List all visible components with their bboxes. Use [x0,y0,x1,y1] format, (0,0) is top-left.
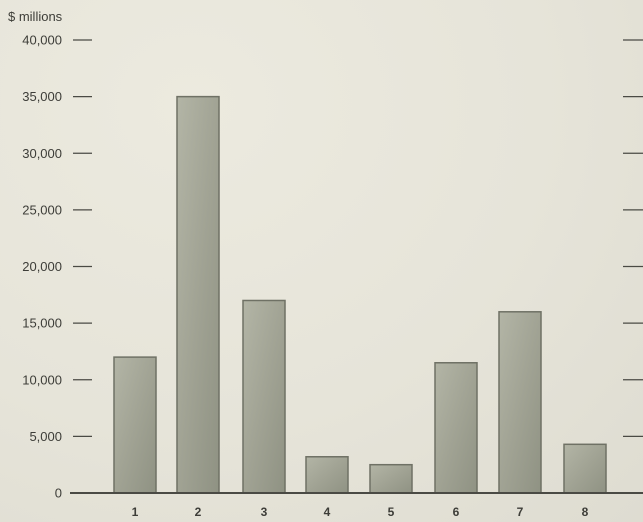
y-tick-label: 25,000 [22,202,62,217]
y-axis-unit-label: $ millions [8,9,63,24]
bar-3 [242,299,286,494]
right-y-axis-ticks [623,39,643,438]
y-tick-label: 5,000 [29,429,62,444]
y-tick-label: 40,000 [22,33,62,48]
x-tick-label: 8 [582,505,589,519]
bar-4 [305,456,349,494]
x-tick-label: 6 [453,505,460,519]
x-tick-label: 3 [261,505,268,519]
y-tick-label: 15,000 [22,316,62,331]
y-tick-label: 20,000 [22,259,62,274]
x-tick-label: 7 [517,505,524,519]
y-tick-label: 35,000 [22,89,62,104]
x-tick-label: 5 [388,505,395,519]
bar-7 [498,311,542,494]
y-axis: 0 5,000 10,000 15,000 20,000 25,000 30,000 35,0… [22,33,92,501]
y-tick-label: 10,000 [22,372,62,387]
bar-8 [563,443,607,494]
y-tick-label: 30,000 [22,146,62,161]
x-tick-label: 2 [195,505,202,519]
x-tick-label: 4 [324,505,331,519]
x-axis-labels: 1 2 3 4 5 6 7 8 [132,505,589,519]
bars [113,95,607,494]
bar-5 [369,463,413,494]
x-tick-label: 1 [132,505,139,519]
y-tick-label: 0 [55,486,62,501]
bar-1 [113,356,157,494]
bar-2 [176,95,220,494]
bar-6 [434,362,478,494]
